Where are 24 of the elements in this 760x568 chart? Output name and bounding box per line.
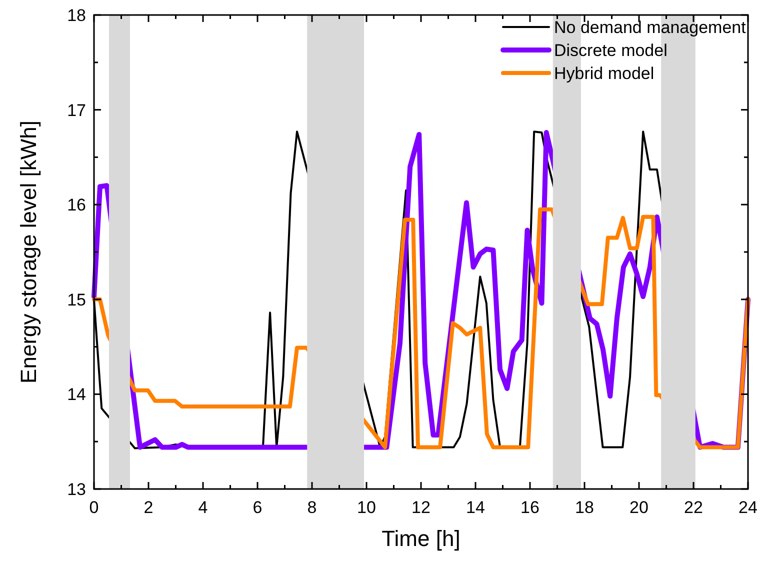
y-tick-label: 16 [67,196,86,215]
x-tick-label: 4 [198,498,208,517]
x-axis-title: Time [h] [382,526,460,551]
x-tick-label: 12 [412,498,430,517]
y-tick-label: 17 [67,100,86,120]
x-tick-label: 10 [357,498,376,517]
x-tick-label: 6 [252,498,262,517]
x-tick-label: 24 [738,498,758,517]
legend-label: Hybrid model [554,64,654,83]
y-tick-label: 15 [67,290,86,310]
x-tick-label: 14 [466,498,485,517]
legend-label: No demand management [554,18,746,37]
x-tick-label: 16 [520,498,540,517]
x-tick-label: 8 [307,498,317,517]
y-tick-label: 13 [67,480,86,499]
y-tick-label: 14 [67,385,86,404]
x-tick-label: 2 [144,498,154,517]
x-tick-label: 20 [630,498,648,517]
y-tick-label: 18 [67,6,86,25]
legend-label: Discrete model [554,41,668,60]
x-tick-label: 0 [89,498,99,517]
x-tick-label: 18 [575,498,594,517]
x-tick-label: 22 [684,498,703,517]
y-axis-title: Energy storage level [kWh] [16,120,41,384]
